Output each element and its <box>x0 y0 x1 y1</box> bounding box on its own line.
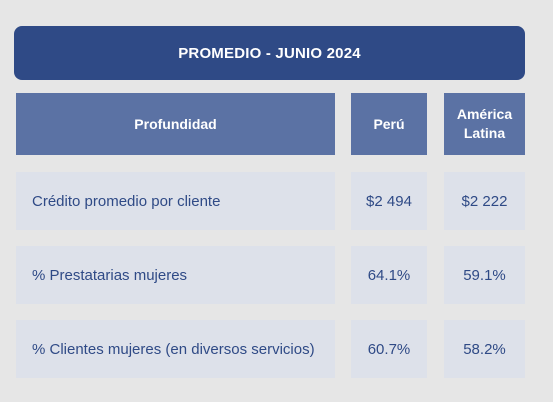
header-america-latina-line1: América <box>456 106 513 122</box>
row-label-text: Crédito promedio por cliente <box>32 192 221 210</box>
header-profundidad-label: Profundidad <box>134 115 217 132</box>
row-latam-value: 58.2% <box>444 320 525 378</box>
row-label: Crédito promedio por cliente <box>16 172 335 230</box>
table-title: PROMEDIO - JUNIO 2024 <box>14 26 525 80</box>
row-latam-value: 59.1% <box>444 246 525 304</box>
row-peru-value-text: $2 494 <box>366 192 412 210</box>
table-title-text: PROMEDIO - JUNIO 2024 <box>178 44 361 62</box>
row-peru-value: 60.7% <box>351 320 427 378</box>
row-label: % Clientes mujeres (en diversos servicio… <box>16 320 335 378</box>
header-america-latina: América Latina <box>444 93 525 155</box>
row-label: % Prestatarias mujeres <box>16 246 335 304</box>
row-peru-value-text: 60.7% <box>367 340 411 358</box>
row-peru-value: $2 494 <box>351 172 427 230</box>
row-peru-value-text: 64.1% <box>367 266 411 284</box>
row-peru-value: 64.1% <box>351 246 427 304</box>
header-peru-label: Perú <box>373 115 405 132</box>
header-profundidad: Profundidad <box>16 93 335 155</box>
row-label-text: % Clientes mujeres (en diversos servicio… <box>32 340 315 358</box>
row-latam-value: $2 222 <box>444 172 525 230</box>
header-peru: Perú <box>351 93 427 155</box>
header-america-latina-line2: Latina <box>463 125 506 141</box>
row-latam-value-text: 58.2% <box>463 340 506 358</box>
row-latam-value-text: 59.1% <box>463 266 506 284</box>
row-latam-value-text: $2 222 <box>461 192 508 210</box>
row-label-text: % Prestatarias mujeres <box>32 266 188 284</box>
